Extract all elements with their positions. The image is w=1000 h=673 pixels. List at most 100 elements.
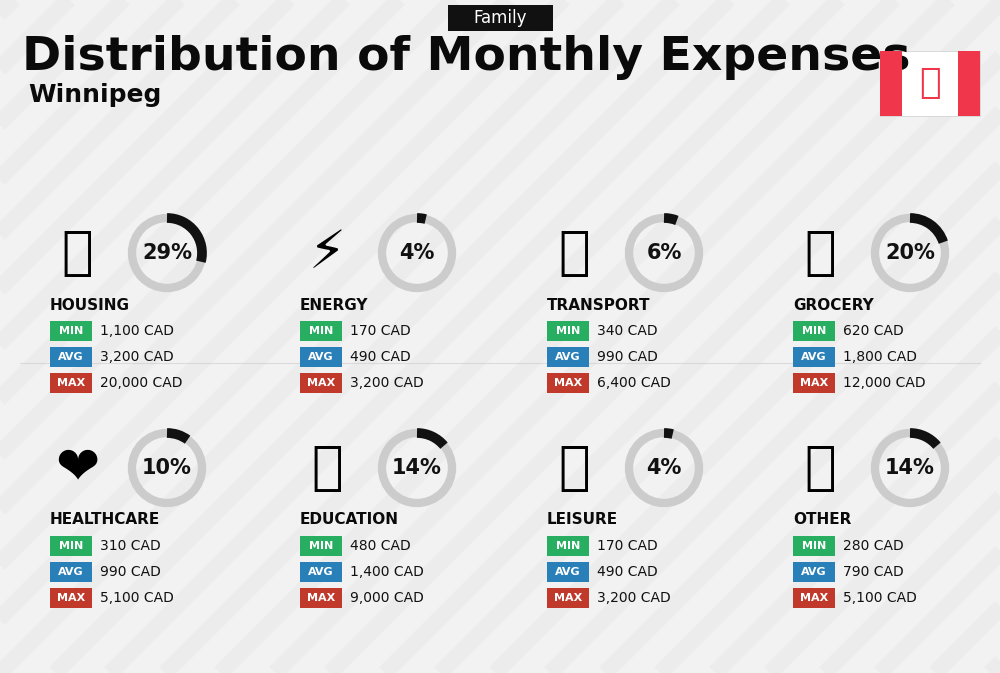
Text: MAX: MAX xyxy=(57,593,85,603)
Text: 620 CAD: 620 CAD xyxy=(843,324,904,338)
Text: MIN: MIN xyxy=(802,541,826,551)
Text: EDUCATION: EDUCATION xyxy=(300,513,399,528)
FancyBboxPatch shape xyxy=(547,562,589,582)
FancyBboxPatch shape xyxy=(50,347,92,367)
Text: OTHER: OTHER xyxy=(793,513,851,528)
Text: 280 CAD: 280 CAD xyxy=(843,539,904,553)
Text: 3,200 CAD: 3,200 CAD xyxy=(100,350,174,364)
FancyBboxPatch shape xyxy=(958,50,980,116)
Text: MIN: MIN xyxy=(59,541,83,551)
Text: 790 CAD: 790 CAD xyxy=(843,565,904,579)
Text: 6%: 6% xyxy=(646,243,682,263)
Text: 170 CAD: 170 CAD xyxy=(350,324,411,338)
FancyBboxPatch shape xyxy=(793,588,835,608)
Text: MIN: MIN xyxy=(59,326,83,336)
Text: 3,200 CAD: 3,200 CAD xyxy=(350,376,424,390)
Text: GROCERY: GROCERY xyxy=(793,297,874,312)
Text: 14%: 14% xyxy=(885,458,935,478)
Text: MIN: MIN xyxy=(309,541,333,551)
Text: 20%: 20% xyxy=(885,243,935,263)
Text: Family: Family xyxy=(473,9,527,27)
FancyBboxPatch shape xyxy=(50,588,92,608)
Text: 490 CAD: 490 CAD xyxy=(350,350,411,364)
Text: 🍁: 🍁 xyxy=(919,66,941,100)
FancyBboxPatch shape xyxy=(50,562,92,582)
FancyBboxPatch shape xyxy=(547,373,589,393)
FancyBboxPatch shape xyxy=(448,5,552,31)
Text: AVG: AVG xyxy=(801,567,827,577)
Text: 490 CAD: 490 CAD xyxy=(597,565,658,579)
Text: AVG: AVG xyxy=(555,567,581,577)
Text: MAX: MAX xyxy=(800,593,828,603)
FancyBboxPatch shape xyxy=(547,536,589,556)
Text: AVG: AVG xyxy=(58,352,84,362)
Text: TRANSPORT: TRANSPORT xyxy=(547,297,650,312)
Text: 5,100 CAD: 5,100 CAD xyxy=(100,591,174,605)
Text: 4%: 4% xyxy=(646,458,682,478)
Text: 1,100 CAD: 1,100 CAD xyxy=(100,324,174,338)
Text: HEALTHCARE: HEALTHCARE xyxy=(50,513,160,528)
FancyBboxPatch shape xyxy=(300,373,342,393)
Text: 480 CAD: 480 CAD xyxy=(350,539,411,553)
Text: ENERGY: ENERGY xyxy=(300,297,368,312)
Text: AVG: AVG xyxy=(308,352,334,362)
Text: 🚌: 🚌 xyxy=(558,227,590,279)
FancyBboxPatch shape xyxy=(300,536,342,556)
Text: LEISURE: LEISURE xyxy=(547,513,618,528)
FancyBboxPatch shape xyxy=(50,321,92,341)
Text: MAX: MAX xyxy=(307,593,335,603)
Text: 4%: 4% xyxy=(399,243,435,263)
Text: MAX: MAX xyxy=(554,593,582,603)
Text: ❤: ❤ xyxy=(55,442,99,494)
Text: HOUSING: HOUSING xyxy=(50,297,130,312)
Text: 14%: 14% xyxy=(392,458,442,478)
Text: MIN: MIN xyxy=(556,541,580,551)
FancyBboxPatch shape xyxy=(547,588,589,608)
FancyBboxPatch shape xyxy=(880,50,980,116)
FancyBboxPatch shape xyxy=(300,588,342,608)
Text: MAX: MAX xyxy=(554,378,582,388)
Text: 👜: 👜 xyxy=(804,442,836,494)
Text: MAX: MAX xyxy=(800,378,828,388)
FancyBboxPatch shape xyxy=(793,347,835,367)
Text: AVG: AVG xyxy=(801,352,827,362)
FancyBboxPatch shape xyxy=(50,536,92,556)
Text: 🛍: 🛍 xyxy=(558,442,590,494)
Text: Winnipeg: Winnipeg xyxy=(28,83,161,107)
Text: AVG: AVG xyxy=(58,567,84,577)
Text: 340 CAD: 340 CAD xyxy=(597,324,658,338)
Text: 29%: 29% xyxy=(142,243,192,263)
FancyBboxPatch shape xyxy=(50,373,92,393)
Text: 10%: 10% xyxy=(142,458,192,478)
Text: 170 CAD: 170 CAD xyxy=(597,539,658,553)
Text: 1,400 CAD: 1,400 CAD xyxy=(350,565,424,579)
FancyBboxPatch shape xyxy=(793,536,835,556)
FancyBboxPatch shape xyxy=(300,347,342,367)
FancyBboxPatch shape xyxy=(300,321,342,341)
Text: 990 CAD: 990 CAD xyxy=(100,565,161,579)
Text: 🎓: 🎓 xyxy=(311,442,343,494)
Text: 5,100 CAD: 5,100 CAD xyxy=(843,591,917,605)
Text: 990 CAD: 990 CAD xyxy=(597,350,658,364)
Text: MAX: MAX xyxy=(307,378,335,388)
Text: 🛍: 🛍 xyxy=(804,227,836,279)
Text: AVG: AVG xyxy=(555,352,581,362)
FancyBboxPatch shape xyxy=(300,562,342,582)
Text: MIN: MIN xyxy=(556,326,580,336)
FancyBboxPatch shape xyxy=(793,562,835,582)
Text: Distribution of Monthly Expenses: Distribution of Monthly Expenses xyxy=(22,36,910,81)
Text: 6,400 CAD: 6,400 CAD xyxy=(597,376,671,390)
Text: MIN: MIN xyxy=(802,326,826,336)
Text: 1,800 CAD: 1,800 CAD xyxy=(843,350,917,364)
Text: 9,000 CAD: 9,000 CAD xyxy=(350,591,424,605)
Text: 310 CAD: 310 CAD xyxy=(100,539,161,553)
Text: 🏙: 🏙 xyxy=(61,227,93,279)
Text: ⚡: ⚡ xyxy=(308,227,346,279)
Text: AVG: AVG xyxy=(308,567,334,577)
FancyBboxPatch shape xyxy=(880,50,902,116)
FancyBboxPatch shape xyxy=(793,321,835,341)
Text: MAX: MAX xyxy=(57,378,85,388)
FancyBboxPatch shape xyxy=(547,321,589,341)
FancyBboxPatch shape xyxy=(547,347,589,367)
Text: MIN: MIN xyxy=(309,326,333,336)
